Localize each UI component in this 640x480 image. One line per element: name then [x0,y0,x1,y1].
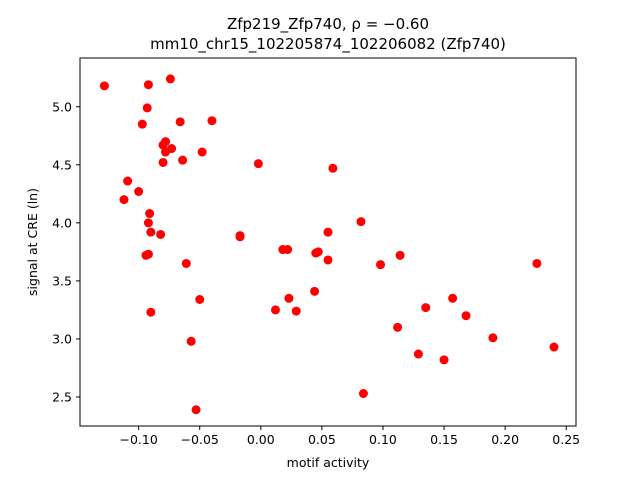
data-point-26 [323,227,333,237]
data-point-1 [143,80,153,90]
x-tick-label-7: 0.25 [552,432,580,447]
x-tick-label-1: −0.05 [181,432,219,447]
x-axis-label: motif activity [287,455,370,470]
plot-frame [79,57,577,427]
data-point-22 [156,229,166,239]
y-tick-label-2: 3.5 [52,273,72,288]
data-point-46 [461,311,471,321]
data-point-41 [448,293,458,303]
data-point-3 [142,103,152,113]
data-point-25 [356,217,366,227]
data-point-32 [313,247,323,257]
data-point-39 [284,293,294,303]
x-tick-label-6: 0.20 [491,432,519,447]
points-layer [99,74,559,415]
data-point-48 [488,333,498,343]
y-tick-label-1: 3.0 [52,331,72,346]
data-point-12 [158,157,168,167]
data-point-17 [134,187,144,197]
x-axis: −0.10 −0.05 0.00 0.05 0.10 0.15 0.20 0.25 [119,426,580,447]
data-point-18 [119,195,129,205]
data-point-4 [137,119,147,129]
data-point-20 [143,218,153,228]
data-point-52 [439,355,449,365]
data-point-42 [421,303,431,313]
data-point-36 [181,258,191,268]
data-point-8 [161,137,171,147]
x-tick-label-5: 0.15 [430,432,458,447]
data-point-40 [195,294,205,304]
data-point-21 [146,227,156,237]
data-point-10 [161,147,171,157]
y-axis-label: signal at CRE (ln) [25,188,40,296]
data-point-13 [197,147,207,157]
data-point-34 [395,250,405,260]
y-tick-label-3: 4.0 [52,215,72,230]
data-point-51 [413,349,423,359]
data-point-16 [123,176,133,186]
data-point-14 [253,159,263,169]
x-tick-label-0: −0.10 [119,432,157,447]
data-point-0 [99,81,109,91]
data-point-38 [310,286,320,296]
data-point-5 [175,117,185,127]
chart-title-line-2: mm10_chr15_102205874_102206082 (Zfp740) [150,35,506,54]
x-tick-label-3: 0.05 [308,432,336,447]
data-point-35 [376,260,386,270]
data-point-28 [143,249,153,259]
data-point-45 [146,307,156,317]
chart-title-line-1: Zfp219_Zfp740, ρ = −0.60 [227,15,429,34]
x-tick-label-2: 0.00 [247,432,275,447]
x-tick-label-4: 0.10 [369,432,397,447]
data-point-37 [532,258,542,268]
y-tick-label-0: 2.5 [52,389,72,404]
data-point-6 [207,116,217,126]
data-point-54 [191,405,201,415]
data-point-2 [165,74,175,84]
data-point-53 [358,388,368,398]
data-point-43 [270,305,280,315]
data-point-49 [186,336,196,346]
data-point-50 [549,342,559,352]
data-point-44 [291,306,301,316]
data-point-24 [235,231,245,241]
data-point-47 [393,322,403,332]
y-tick-label-4: 4.5 [52,157,72,172]
data-point-11 [178,155,188,165]
y-tick-label-5: 5.0 [52,99,72,114]
data-point-19 [145,209,155,219]
data-point-15 [328,163,338,173]
data-point-30 [283,245,293,255]
data-point-33 [323,255,333,265]
y-axis: 2.5 3.0 3.5 4.0 4.5 5.0 [52,99,80,404]
